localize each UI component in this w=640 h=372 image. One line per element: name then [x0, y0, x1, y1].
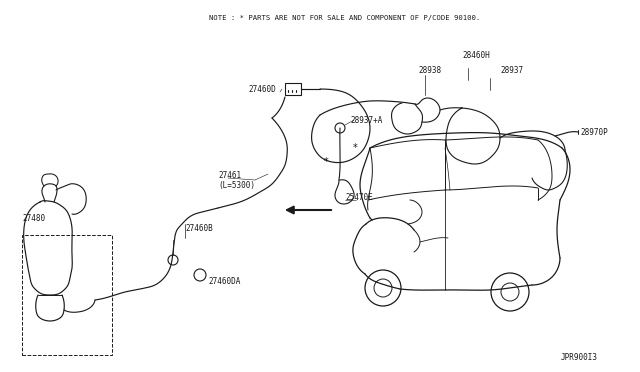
Text: 28937+A: 28937+A	[350, 115, 382, 125]
Bar	[285, 83, 301, 95]
Text: 28938: 28938	[418, 65, 441, 74]
Text: 27460DA: 27460DA	[208, 278, 241, 286]
Text: (L=5300): (L=5300)	[218, 180, 255, 189]
Text: 27461: 27461	[218, 170, 241, 180]
Text: 27460B: 27460B	[185, 224, 212, 233]
Text: *: *	[324, 157, 328, 167]
Text: *: *	[353, 143, 357, 153]
Text: JPR900I3: JPR900I3	[561, 353, 598, 362]
Text: 27460D: 27460D	[248, 84, 276, 93]
Text: 28460H: 28460H	[462, 51, 490, 60]
Bar	[22, 235, 112, 355]
Text: NOTE : * PARTS ARE NOT FOR SALE AND COMPONENT OF P/CODE 90100.: NOTE : * PARTS ARE NOT FOR SALE AND COMP…	[209, 15, 480, 21]
Text: 25470E: 25470E	[345, 192, 372, 202]
Text: 27480: 27480	[22, 214, 45, 222]
Text: 28937: 28937	[500, 65, 523, 74]
Text: 28970P: 28970P	[580, 128, 608, 137]
